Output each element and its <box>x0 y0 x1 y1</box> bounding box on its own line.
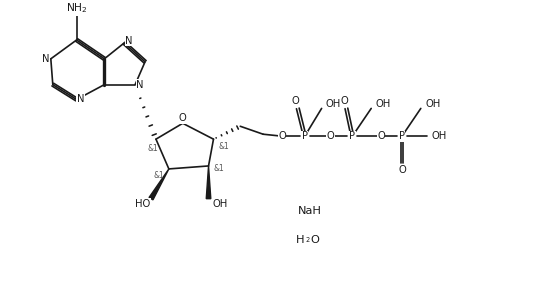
Text: OH: OH <box>213 199 228 209</box>
Text: O: O <box>398 165 406 175</box>
Text: N: N <box>77 94 84 105</box>
Text: &1: &1 <box>148 144 159 153</box>
Text: O: O <box>341 96 348 107</box>
Text: &1: &1 <box>218 142 229 151</box>
Polygon shape <box>206 166 211 199</box>
Text: NaH: NaH <box>298 206 322 215</box>
Text: O: O <box>310 235 319 245</box>
Text: O: O <box>179 113 187 123</box>
Text: &1: &1 <box>154 171 164 180</box>
Text: OH: OH <box>425 100 440 109</box>
Text: OH: OH <box>431 131 446 141</box>
Text: N: N <box>125 36 133 46</box>
Text: P: P <box>302 131 308 141</box>
Text: O: O <box>278 131 286 141</box>
Text: H: H <box>295 235 304 245</box>
Polygon shape <box>149 169 169 200</box>
Text: HO: HO <box>136 199 150 209</box>
Text: P: P <box>399 131 405 141</box>
Text: P: P <box>350 131 356 141</box>
Text: O: O <box>327 131 334 141</box>
Text: $_2$: $_2$ <box>305 236 311 245</box>
Text: &1: &1 <box>213 164 224 173</box>
Text: OH: OH <box>326 100 341 109</box>
Text: N: N <box>136 80 144 90</box>
Text: OH: OH <box>375 100 391 109</box>
Text: O: O <box>377 131 385 141</box>
Text: N: N <box>42 54 50 64</box>
Text: O: O <box>292 96 300 107</box>
Text: NH$_2$: NH$_2$ <box>66 1 88 15</box>
